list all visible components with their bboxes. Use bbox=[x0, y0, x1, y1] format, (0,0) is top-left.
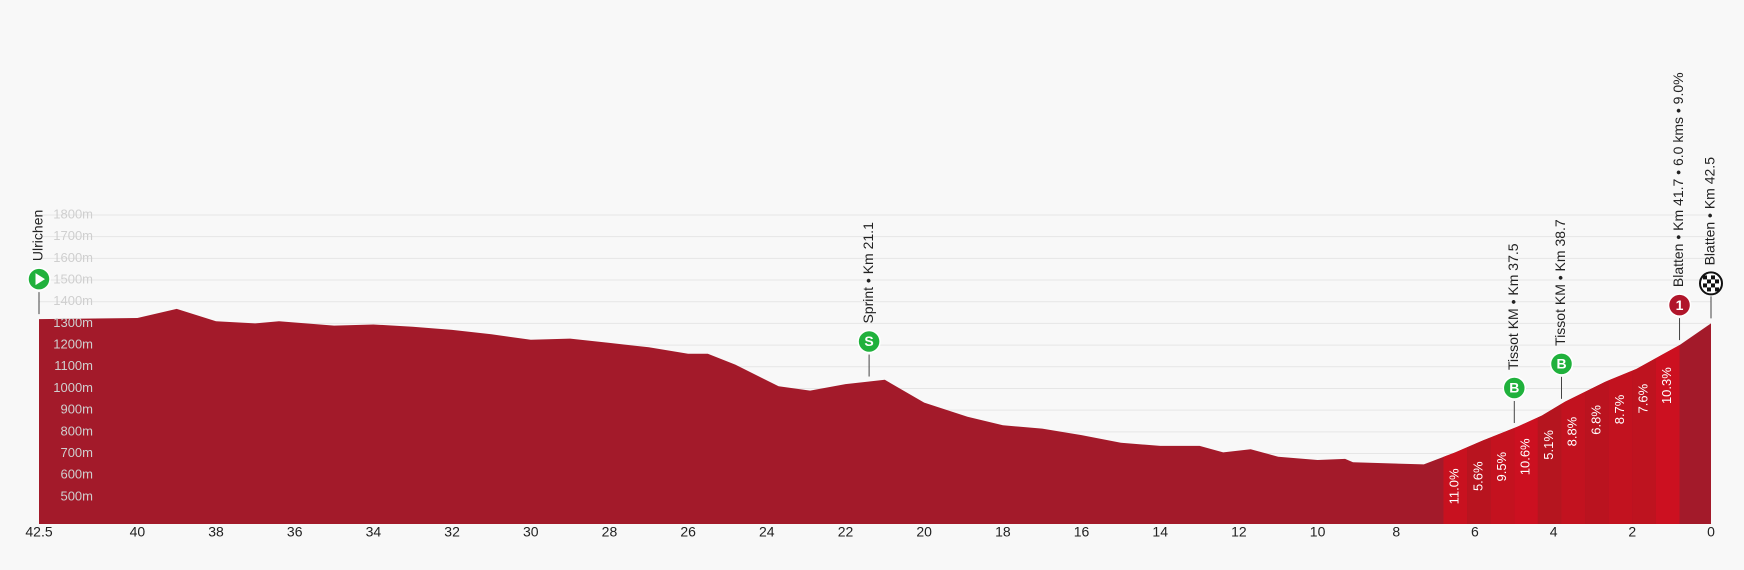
y-tick-label: 600m bbox=[60, 467, 93, 482]
y-tick-label: 1200m bbox=[53, 337, 93, 352]
y-tick-label: 1700m bbox=[53, 228, 93, 243]
marker-circle bbox=[1502, 376, 1527, 400]
marker-icon: B bbox=[1549, 352, 1574, 376]
marker-label: Sprint • Km 21.1 bbox=[860, 222, 876, 324]
y-tick-label: 700m bbox=[60, 445, 93, 460]
marker-icon bbox=[1699, 271, 1723, 296]
marker-symbol: B bbox=[1509, 380, 1519, 396]
x-tick-label: 36 bbox=[287, 524, 303, 540]
gradient-label: 10.3% bbox=[1659, 367, 1674, 404]
x-tick-label: 6 bbox=[1471, 524, 1479, 540]
x-tick-label: 26 bbox=[680, 524, 696, 540]
marker-icon: B bbox=[1502, 376, 1527, 400]
checker bbox=[1715, 287, 1719, 292]
x-tick-label: 40 bbox=[130, 524, 146, 540]
checker bbox=[1703, 283, 1707, 288]
y-axis: 500m 600m 700m 800m 900m 1000m 1100m 1200m 1300m… bbox=[53, 206, 93, 503]
x-tick-label: 14 bbox=[1152, 524, 1168, 540]
climb-segment bbox=[1608, 370, 1633, 524]
x-tick-label: 2 bbox=[1628, 524, 1636, 540]
x-tick-label: 34 bbox=[366, 524, 382, 540]
y-tick-label: 1300m bbox=[53, 315, 93, 330]
gradient-label: 8.7% bbox=[1612, 394, 1627, 424]
climb-segment bbox=[1490, 428, 1515, 524]
gradient-label: 10.6% bbox=[1518, 438, 1533, 475]
x-tick-label: 22 bbox=[838, 524, 854, 540]
elevation-area bbox=[39, 308, 1711, 524]
marker-icon: S bbox=[857, 329, 881, 354]
y-tick-label: 1500m bbox=[53, 271, 93, 286]
climb-segment bbox=[1467, 437, 1491, 524]
marker-circle bbox=[857, 329, 881, 354]
x-tick-label: 10 bbox=[1310, 524, 1326, 540]
marker-circle bbox=[1549, 352, 1574, 376]
marker-label: Tissot KM • Km 38.7 bbox=[1552, 219, 1568, 346]
marker-label: Blatten • Km 41.7 • 6.0 kms • 9.0% bbox=[1670, 72, 1686, 287]
x-axis: 42.5 40 38 36 34 32 30 28 26 24 22 20 18 16 14 12 10 8 6 4 2… bbox=[25, 524, 1715, 540]
y-tick-label: 1800m bbox=[53, 206, 93, 221]
checker bbox=[1707, 287, 1711, 292]
climb-segment bbox=[1585, 380, 1609, 524]
checker bbox=[1711, 275, 1715, 280]
x-tick-label: 20 bbox=[916, 524, 932, 540]
y-tick-label: 800m bbox=[60, 423, 93, 438]
marker-symbol: S bbox=[864, 333, 873, 349]
markers: Ulrichen S Sprint • Km 21.1 B Tissot KM • Km… bbox=[27, 72, 1723, 423]
marker-symbol: B bbox=[1556, 356, 1566, 372]
x-tick-label: 30 bbox=[523, 524, 539, 540]
y-tick-label: 1400m bbox=[53, 293, 93, 308]
marker-icon: 1 bbox=[1667, 293, 1692, 317]
x-tick-label: 42.5 bbox=[25, 524, 52, 540]
gradient-label: 8.8% bbox=[1565, 416, 1580, 446]
x-tick-label: 32 bbox=[444, 524, 460, 540]
x-tick-label: 12 bbox=[1231, 524, 1247, 540]
start-icon bbox=[35, 273, 45, 286]
x-tick-label: 16 bbox=[1074, 524, 1090, 540]
y-tick-label: 500m bbox=[60, 488, 93, 503]
climb-segment bbox=[1443, 447, 1468, 524]
climb-segment bbox=[1537, 403, 1562, 524]
profile: 11.0% 5.6% 9.5% 10.6% 5.1% 8.8% 6.8% 8.7% 7.6% 10… bbox=[39, 308, 1711, 524]
y-tick-label: 1100m bbox=[54, 358, 93, 373]
climb-segment bbox=[1514, 417, 1538, 524]
gradient-label: 6.8% bbox=[1588, 405, 1603, 435]
x-tick-label: 28 bbox=[602, 524, 618, 540]
x-tick-label: 24 bbox=[759, 524, 775, 540]
marker-label: Ulrichen bbox=[30, 210, 46, 261]
marker-label: Blatten • Km 42.5 bbox=[1702, 157, 1718, 266]
checker bbox=[1711, 283, 1715, 288]
y-tick-label: 900m bbox=[60, 402, 93, 417]
x-tick-label: 38 bbox=[208, 524, 224, 540]
checker bbox=[1703, 275, 1707, 280]
climb-segment bbox=[1632, 358, 1656, 524]
marker-label: Tissot KM • Km 37.5 bbox=[1505, 243, 1521, 370]
gradient-label: 9.5% bbox=[1494, 451, 1509, 481]
y-tick-label: 1600m bbox=[53, 250, 93, 265]
gradient-label: 11.0% bbox=[1447, 468, 1462, 504]
gradient-label: 5.6% bbox=[1470, 461, 1485, 491]
checker bbox=[1715, 279, 1719, 284]
y-tick-label: 1000m bbox=[53, 380, 93, 395]
climb-segment bbox=[1561, 391, 1586, 524]
x-tick-label: 0 bbox=[1707, 524, 1715, 540]
x-tick-label: 4 bbox=[1550, 524, 1558, 540]
marker-icon bbox=[27, 267, 51, 291]
x-tick-label: 18 bbox=[995, 524, 1011, 540]
gradient-label: 7.6% bbox=[1636, 383, 1651, 413]
marker-symbol: 1 bbox=[1676, 297, 1684, 313]
gradient-label: 5.1% bbox=[1541, 430, 1556, 460]
x-tick-label: 8 bbox=[1392, 524, 1400, 540]
checker bbox=[1707, 279, 1711, 284]
marker-circle bbox=[1667, 293, 1692, 317]
climb-segment bbox=[1655, 345, 1680, 524]
